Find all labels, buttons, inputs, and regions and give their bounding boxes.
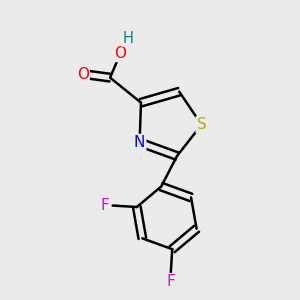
Text: S: S (196, 117, 206, 132)
Text: O: O (114, 46, 126, 61)
Text: F: F (100, 198, 109, 213)
Text: H: H (122, 31, 133, 46)
Text: N: N (134, 135, 145, 150)
Text: F: F (167, 274, 175, 289)
Text: O: O (77, 67, 89, 82)
